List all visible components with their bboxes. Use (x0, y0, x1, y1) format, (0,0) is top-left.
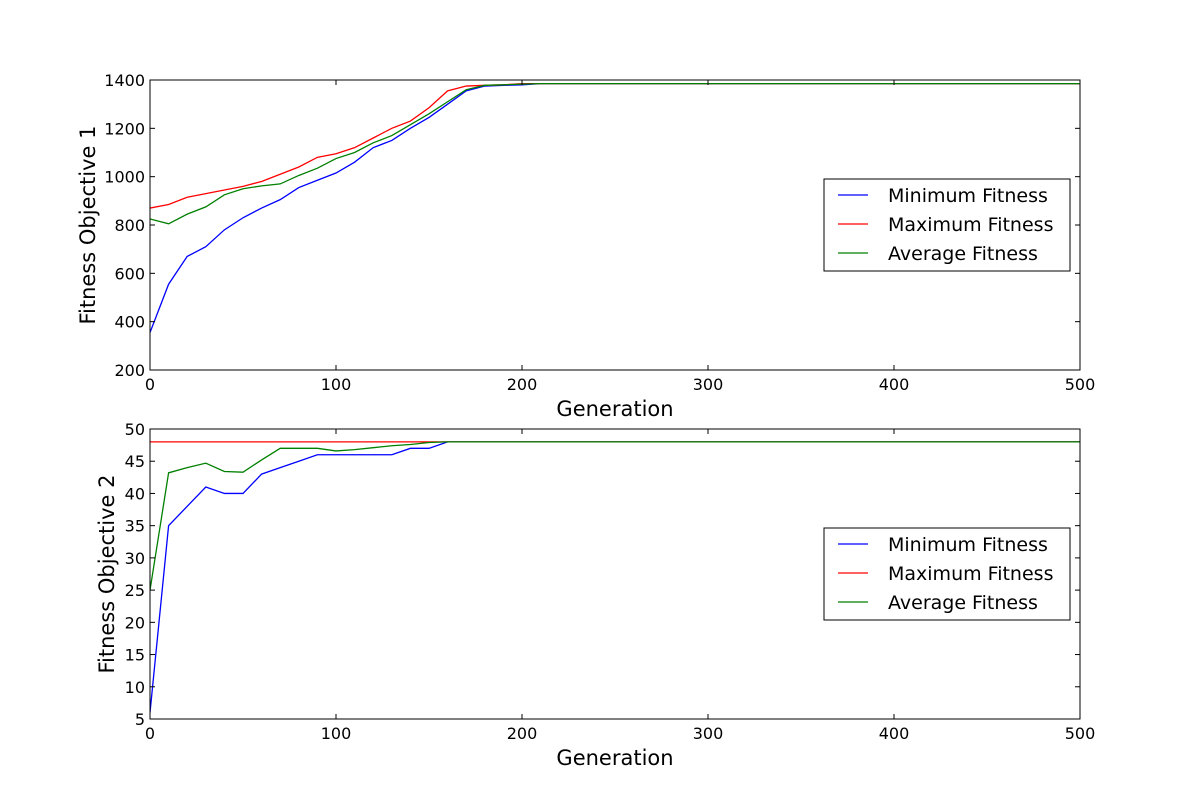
y-tick-label: 1000 (104, 168, 145, 187)
x-tick-label: 500 (1065, 375, 1096, 394)
legend: Minimum Fitness Maximum Fitness Average Fi… (823, 527, 1071, 621)
series-line-average-fitness (150, 82, 1080, 225)
legend-label: Minimum Fitness (888, 534, 1048, 556)
x-tick-label: 300 (693, 724, 724, 743)
legend-label: Minimum Fitness (888, 185, 1048, 207)
y-tick-label: 400 (114, 313, 145, 332)
y-tick-label: 35 (125, 517, 145, 536)
x-tick-label: 300 (693, 375, 724, 394)
y-tick-label: 30 (125, 549, 145, 568)
legend-label: Maximum Fitness (888, 563, 1053, 585)
y-tick-label: 25 (125, 581, 145, 600)
x-tick-label: 100 (321, 724, 352, 743)
chart-panel-2: 0 100 200 300 400 500 5 10 15 20 25 30 35 40 45 50 Gener… (95, 420, 1095, 770)
y-tick-label: 1400 (104, 71, 145, 90)
y-tick-label: 45 (125, 452, 145, 471)
y-tick-label: 5 (135, 710, 145, 729)
series-line-average-fitness (150, 441, 1080, 591)
y-axis-label: Fitness Objective 2 (95, 474, 119, 673)
y-tick-label: 1200 (104, 119, 145, 138)
y-tick-label: 20 (125, 613, 145, 632)
x-tick-label: 500 (1065, 724, 1096, 743)
y-tick-label: 200 (114, 361, 145, 380)
plot-frame (149, 428, 1081, 720)
x-tick-label: 400 (879, 724, 910, 743)
y-tick-label: 800 (114, 216, 145, 235)
x-tick-label: 0 (145, 375, 155, 394)
legend: Minimum Fitness Maximum Fitness Average Fi… (823, 178, 1071, 272)
y-tick-label: 50 (125, 420, 145, 439)
x-axis-label: Generation (556, 746, 673, 770)
legend-label: Average Fitness (888, 243, 1038, 265)
y-tick-label: 15 (125, 646, 145, 665)
series-lines (150, 441, 1080, 713)
y-axis-label: Fitness Objective 1 (76, 125, 100, 324)
y-tick-label: 40 (125, 484, 145, 503)
x-tick-label: 0 (145, 724, 155, 743)
legend-label: Average Fitness (888, 592, 1038, 614)
legend-label: Maximum Fitness (888, 214, 1053, 236)
x-tick-label: 100 (321, 375, 352, 394)
x-axis-label: Generation (556, 397, 673, 421)
legend-box (823, 527, 1071, 621)
x-tick-label: 200 (507, 724, 538, 743)
y-tick-label: 10 (125, 678, 145, 697)
y-tick-label: 600 (114, 264, 145, 283)
series-line-minimum-fitness (150, 441, 1080, 713)
chart-panel-1: 0 100 200 300 400 500 200 400 600 800 1000 1200 1400… (76, 71, 1095, 421)
series-lines (150, 82, 1080, 333)
legend-box (823, 178, 1071, 272)
x-tick-label: 400 (879, 375, 910, 394)
x-tick-label: 200 (507, 375, 538, 394)
